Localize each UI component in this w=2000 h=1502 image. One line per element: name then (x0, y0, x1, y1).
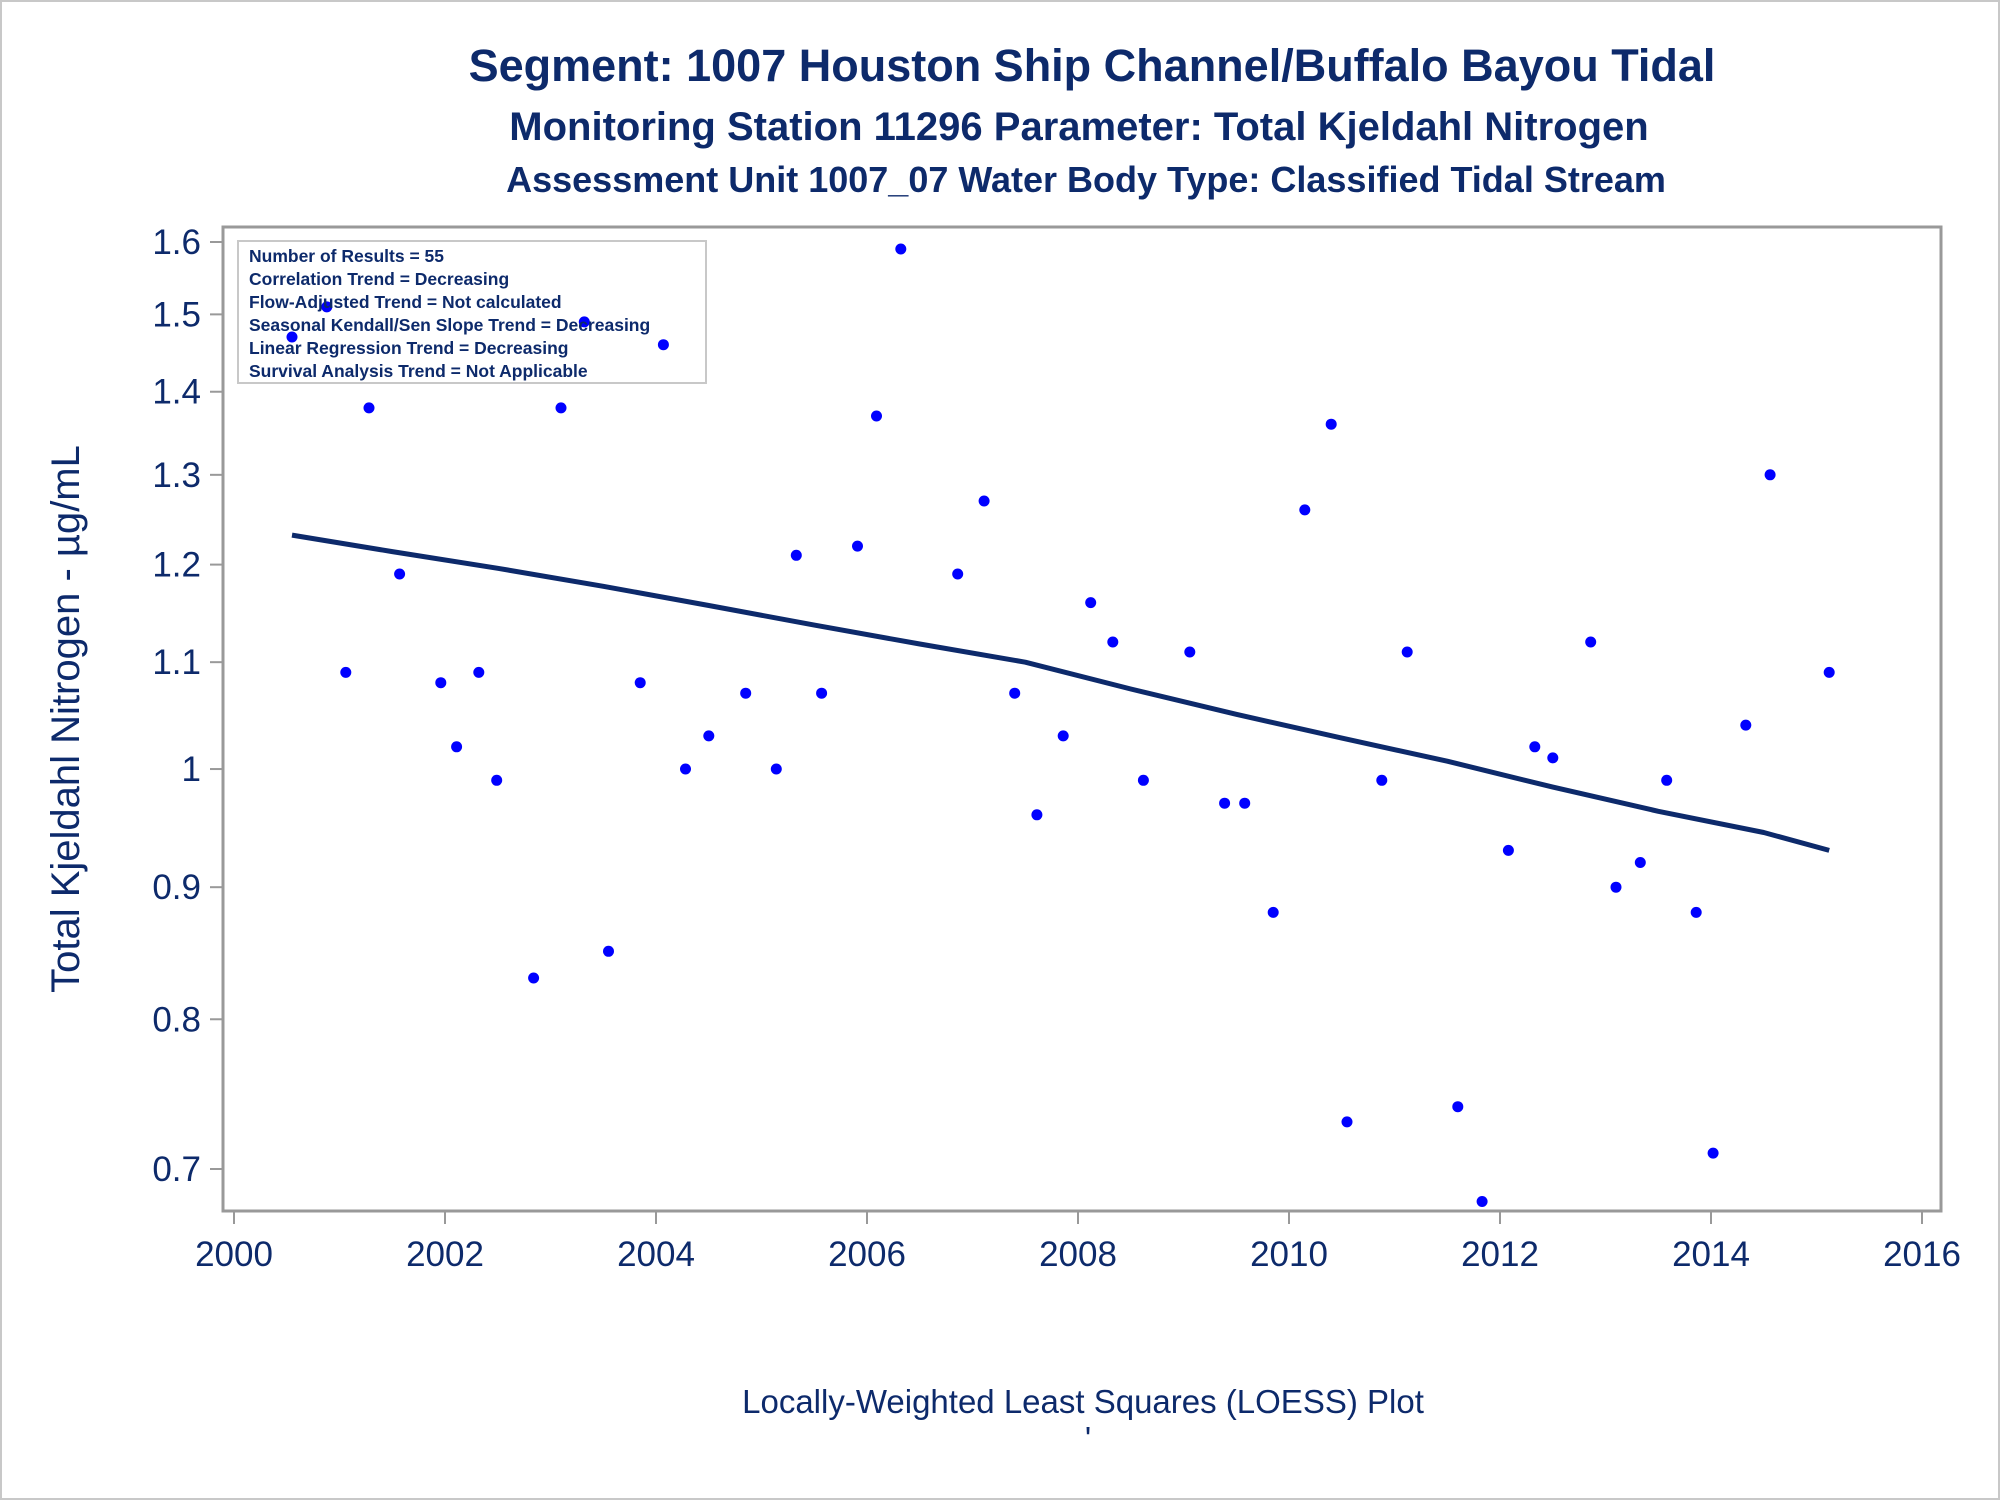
data-point (578, 316, 590, 328)
stats-legend-line: Survival Analysis Trend = Not Applicable (249, 361, 588, 381)
data-points (286, 243, 1835, 1207)
data-point (340, 666, 352, 678)
data-point (952, 568, 964, 580)
y-axis: 0.7 0.8 0.9 1 1.1 1.2 1.3 1.4 1.5 1.6 (152, 223, 223, 1189)
data-point (286, 331, 298, 343)
data-point (1740, 719, 1752, 731)
data-point (634, 677, 646, 689)
data-point (363, 402, 375, 414)
y-tick-label: 1.6 (152, 223, 201, 262)
data-point (1502, 844, 1514, 856)
stats-legend-line: Correlation Trend = Decreasing (249, 269, 509, 289)
data-point (1529, 741, 1541, 753)
data-point (603, 945, 614, 957)
data-point (1219, 797, 1231, 809)
chart-subtitle-2: Assessment Unit 1007_07 Water Body Type:… (506, 159, 1666, 200)
data-point (1267, 906, 1279, 918)
data-point (871, 410, 882, 422)
stats-legend-line: Number of Results = 55 (249, 246, 444, 266)
data-point (852, 540, 863, 552)
x-tick-label: 2006 (828, 1235, 906, 1274)
x-tick-label: 2010 (1250, 1235, 1328, 1274)
data-point (1085, 597, 1097, 609)
data-point (1137, 774, 1149, 786)
data-point (1585, 636, 1597, 648)
data-point (1057, 730, 1069, 742)
data-point (555, 402, 567, 414)
x-tick-label: 2008 (1039, 1235, 1117, 1274)
y-tick-label: 1.3 (152, 456, 201, 495)
x-tick-label: 2014 (1672, 1235, 1750, 1274)
data-point (740, 687, 752, 699)
data-point (1634, 857, 1646, 868)
y-tick-label: 1.5 (152, 295, 201, 334)
data-point (1031, 809, 1043, 821)
data-point (816, 687, 828, 699)
footnote: Locally-Weighted Least Squares (LOESS) P… (742, 1383, 1424, 1420)
stats-legend-box: Number of Results = 55 Correlation Trend … (237, 240, 707, 384)
x-axis: 2000 2002 2004 2006 2008 2010 2012 2014 2016 (195, 1211, 1961, 1274)
chart-title: Segment: 1007 Houston Ship Channel/Buffa… (469, 40, 1716, 91)
stats-legend-frame (237, 240, 707, 384)
data-point (1707, 1147, 1719, 1159)
data-point (394, 568, 406, 580)
data-point (895, 243, 907, 255)
y-tick-label: 1 (182, 750, 201, 789)
y-tick-label: 0.7 (152, 1150, 201, 1189)
data-point (1401, 646, 1413, 658)
loess-trend-line (291, 532, 1830, 853)
data-point (1341, 1116, 1353, 1128)
data-point (1823, 666, 1835, 678)
y-tick-label: 1.1 (152, 643, 201, 682)
data-point (1547, 752, 1559, 764)
data-point (790, 549, 802, 561)
x-tick-label: 2012 (1461, 1235, 1539, 1274)
x-tick-label: 2004 (617, 1235, 695, 1274)
footnote-mark: ' (1085, 1420, 1091, 1457)
y-axis-label: Total Kjeldahl Nitrogen - µg/mL (44, 445, 88, 993)
data-point (1239, 797, 1251, 809)
data-point (1009, 687, 1021, 699)
data-point (770, 763, 782, 775)
data-point (435, 677, 447, 689)
stats-legend-line: Flow-Adjusted Trend = Not calculated (249, 292, 562, 312)
x-tick-label: 2002 (406, 1235, 484, 1274)
y-tick-label: 1.4 (152, 373, 201, 412)
plot-area (221, 225, 1943, 1213)
y-tick-label: 0.9 (152, 868, 201, 907)
data-point (1610, 881, 1622, 893)
data-point (1184, 646, 1196, 658)
data-point (1376, 774, 1388, 786)
data-point (528, 972, 540, 984)
data-point (1325, 418, 1337, 430)
data-point (1299, 504, 1311, 516)
data-point (491, 774, 503, 786)
data-point (473, 666, 485, 678)
data-point (1661, 774, 1673, 786)
data-point (451, 741, 463, 753)
data-point (1764, 469, 1776, 481)
data-point (321, 301, 333, 313)
stats-legend-line: Seasonal Kendall/Sen Slope Trend = Decre… (249, 315, 650, 335)
data-point (1476, 1196, 1488, 1207)
y-tick-label: 1.2 (152, 546, 201, 585)
stats-legend-line: Linear Regression Trend = Decreasing (249, 338, 569, 358)
y-tick-label: 0.8 (152, 1000, 201, 1039)
data-point (657, 339, 669, 351)
x-tick-label: 2000 (195, 1235, 273, 1274)
data-point (1452, 1101, 1464, 1113)
chart-subtitle: Monitoring Station 11296 Parameter: Tota… (509, 105, 1648, 149)
x-tick-label: 2016 (1883, 1235, 1961, 1274)
data-point (680, 763, 691, 775)
data-point (703, 730, 715, 742)
data-point (1690, 906, 1702, 918)
data-point (1107, 636, 1119, 648)
data-point (978, 495, 990, 507)
